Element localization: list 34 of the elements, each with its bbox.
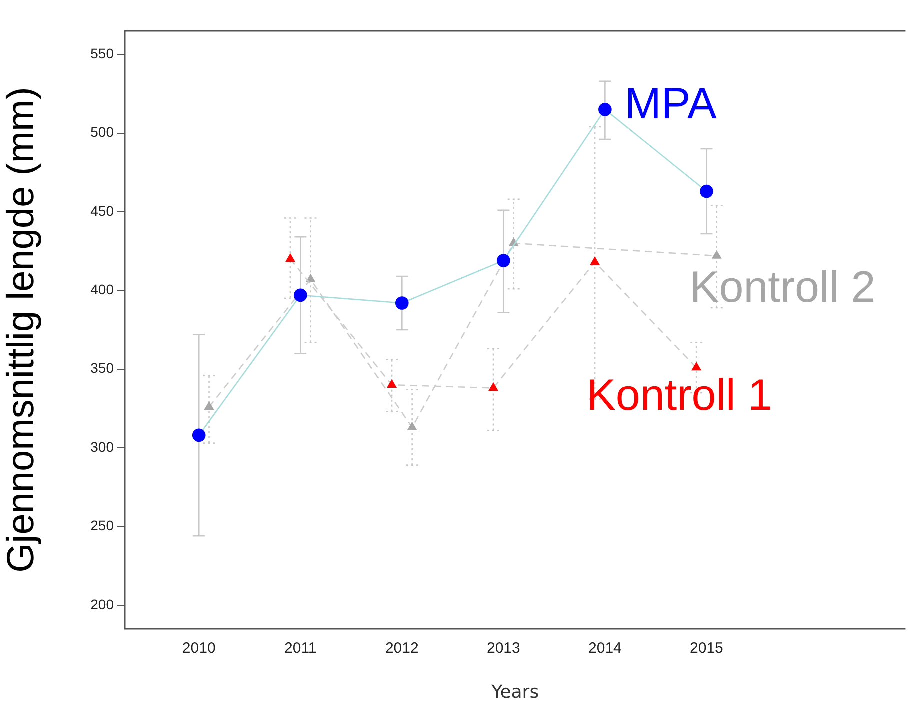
point <box>590 257 600 266</box>
x-tick-label: 2012 <box>385 640 419 658</box>
point <box>712 250 722 259</box>
x-tick-label: 2010 <box>182 640 216 658</box>
point <box>488 383 498 392</box>
series-label: MPA <box>624 80 718 129</box>
point <box>204 402 214 410</box>
point <box>396 296 409 310</box>
point <box>692 362 702 371</box>
point <box>294 288 308 302</box>
point <box>192 428 206 442</box>
point <box>700 184 714 198</box>
y-tick-label: 450 <box>90 202 114 219</box>
point <box>387 380 397 388</box>
point <box>408 422 417 430</box>
y-tick-label: 400 <box>90 282 114 298</box>
y-tick-label: 550 <box>90 45 114 62</box>
x-tick-label: 2014 <box>588 640 622 658</box>
point <box>497 254 510 268</box>
y-tick-label: 300 <box>90 438 114 455</box>
point <box>306 274 316 283</box>
y-tick-label: 350 <box>90 360 114 376</box>
x-tick-label: 2013 <box>486 640 520 658</box>
x-tick-label: 2011 <box>284 640 317 658</box>
series-label: Kontroll 2 <box>690 263 876 312</box>
y-tick-label: 250 <box>90 518 114 534</box>
point <box>286 254 296 262</box>
x-tick-label: 2015 <box>690 640 724 658</box>
point <box>598 103 612 116</box>
series-label: Kontroll 1 <box>586 370 772 420</box>
x-axis-title: Years <box>490 682 540 703</box>
y-tick-label: 200 <box>90 596 114 612</box>
y-axis-title: Gjennomsnittlig lengde (mm) <box>0 87 42 573</box>
y-tick-label: 500 <box>90 124 114 140</box>
